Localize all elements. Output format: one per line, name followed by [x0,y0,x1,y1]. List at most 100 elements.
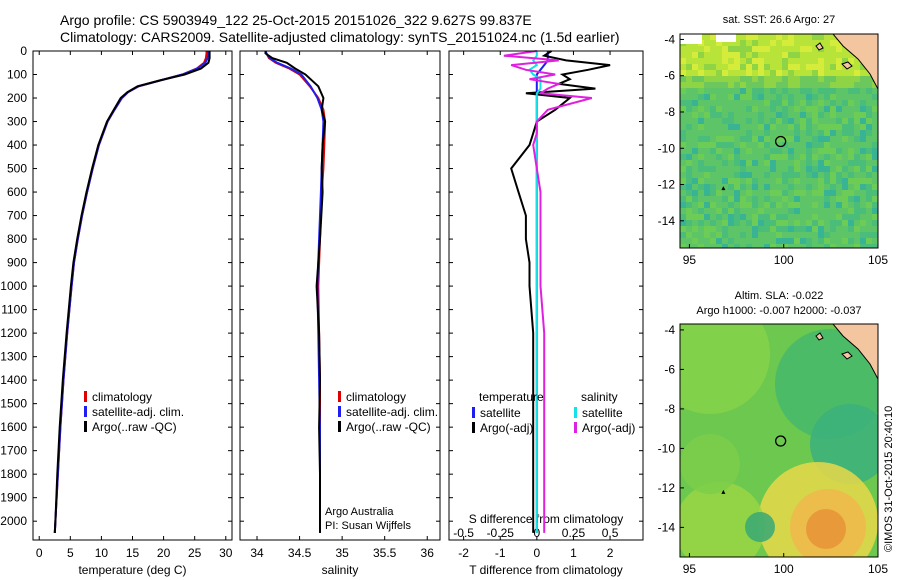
sst-cell [776,88,782,94]
sst-cell [740,34,746,40]
sst-cell [776,226,782,232]
sst-cell [746,226,752,232]
sst-cell [860,130,866,136]
y-tick-label: -12 [658,481,676,495]
sst-cell [770,244,776,248]
sst-cell [794,232,800,238]
sst-cell [842,244,848,248]
sst-cell [848,148,854,154]
sst-cell [788,208,794,214]
y-tick-label: 1400 [0,373,27,387]
y-tick-label: 1800 [0,467,27,481]
sst-cell [692,46,698,52]
sst-cell [770,118,776,124]
sst-cell [800,52,806,58]
sst-cell [782,70,788,76]
sst-cell [692,100,698,106]
sst-cell [830,88,836,94]
sst-cell [752,64,758,70]
sst-cell [800,154,806,160]
sst-cell [842,190,848,196]
sst-cell [854,88,860,94]
sst-cell [704,166,710,172]
sst-cell [794,70,800,76]
sst-cell [872,238,878,244]
sst-cell [848,118,854,124]
sst-cell [782,166,788,172]
sst-cell [824,100,830,106]
sst-cell [794,94,800,100]
sst-cell [758,70,764,76]
sst-cell [764,52,770,58]
sst-cell [848,154,854,160]
x-tick-label: -2 [458,546,469,560]
sst-cell [740,52,746,58]
sst-cell [830,166,836,172]
sst-cell [872,202,878,208]
sst-cell [800,244,806,248]
sst-cell [824,124,830,130]
sst-cell [848,130,854,136]
sst-cell [740,118,746,124]
sst-cell [764,64,770,70]
sst-cell [698,52,704,58]
sst-cell [746,154,752,160]
sst-cell [866,154,872,160]
sst-map-panel: 95 100 105 -4 -6 -8 -10 -12 -14 [658,32,889,267]
sst-cell [752,244,758,248]
sst-cell [740,208,746,214]
sst-cell [830,76,836,82]
sst-cell [782,82,788,88]
series-line-salinity-argo-adj- [503,50,593,533]
sst-cell [806,124,812,130]
sst-cell [716,202,722,208]
sst-cell [728,52,734,58]
sst-cell [704,46,710,52]
sst-cell [866,232,872,238]
sst-cell [794,244,800,248]
sst-cell [800,106,806,112]
sst-cell [752,214,758,220]
x-tick-label: -1 [495,546,506,560]
sst-cell [854,148,860,154]
sst-cell [734,202,740,208]
sst-cell [764,220,770,226]
sst-cell [716,208,722,214]
sst-cell [746,124,752,130]
sst-cell [692,118,698,124]
sst-cell [854,184,860,190]
sst-cell [800,64,806,70]
sst-cell [716,106,722,112]
float-marker [721,489,726,494]
sst-cell [770,178,776,184]
sst-cell [824,118,830,124]
sst-cell [710,40,716,46]
sst-cell [704,154,710,160]
sst-cell [722,142,728,148]
sst-cell [794,220,800,226]
sst-cell [740,178,746,184]
sst-cell [794,208,800,214]
sst-cell [758,40,764,46]
sst-cell [752,232,758,238]
sst-cell [836,238,842,244]
sst-cell [776,208,782,214]
sst-cell [830,172,836,178]
sst-cell [830,70,836,76]
y-tick-label: 2000 [0,514,27,528]
sst-cell [854,154,860,160]
sst-cell [764,196,770,202]
sst-cell [680,118,686,124]
sst-cell [680,208,686,214]
sst-cell [746,88,752,94]
sst-cell [824,94,830,100]
sst-cell [704,82,710,88]
sst-cell [734,244,740,248]
sst-cell [860,112,866,118]
sst-cell [776,118,782,124]
sst-cell [830,148,836,154]
sst-cell [758,190,764,196]
sla-map-title: Altim. SLA: -0.022 [734,290,824,302]
sst-cell [788,160,794,166]
